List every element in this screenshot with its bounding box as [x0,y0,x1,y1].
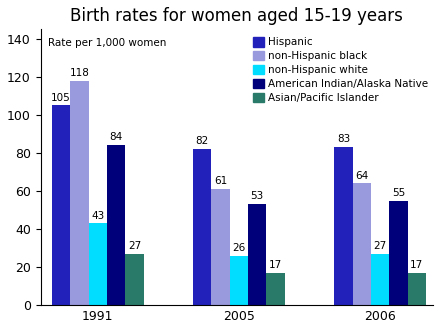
Bar [248,204,267,305]
Bar [52,105,70,305]
Text: 105: 105 [51,92,71,103]
Text: 27: 27 [374,241,387,251]
Bar [107,145,125,305]
Bar [389,201,407,305]
Bar [371,254,389,305]
Text: 84: 84 [110,133,123,143]
Text: 55: 55 [392,188,405,198]
Bar [230,256,248,305]
Text: 17: 17 [410,260,423,270]
Title: Birth rates for women aged 15-19 years: Birth rates for women aged 15-19 years [70,7,403,25]
Legend: Hispanic, non-Hispanic black, non-Hispanic white, American Indian/Alaska Native,: Hispanic, non-Hispanic black, non-Hispan… [253,37,428,103]
Text: 82: 82 [196,136,209,146]
Text: 26: 26 [232,243,246,253]
Text: Rate per 1,000 women: Rate per 1,000 women [48,38,167,48]
Text: 53: 53 [251,191,264,202]
Text: 17: 17 [269,260,282,270]
Bar [193,149,211,305]
Text: 118: 118 [70,68,89,78]
Bar [70,81,88,305]
Text: 64: 64 [355,171,368,181]
Bar [267,273,285,305]
Text: 27: 27 [128,241,141,251]
Bar [88,223,107,305]
Text: 83: 83 [337,134,350,145]
Bar [352,183,371,305]
Bar [125,254,143,305]
Text: 61: 61 [214,176,227,186]
Bar [211,189,230,305]
Bar [334,147,352,305]
Bar [407,273,426,305]
Text: 43: 43 [91,211,104,220]
